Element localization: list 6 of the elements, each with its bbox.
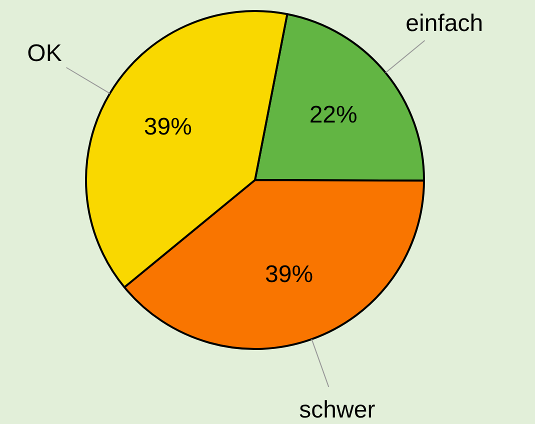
- data-label: 22%: [309, 101, 358, 128]
- slice-label: OK: [27, 40, 62, 68]
- data-label: 39%: [144, 114, 192, 141]
- slice-label: einfach: [406, 10, 484, 38]
- slice-label: schwer: [299, 396, 376, 424]
- data-label: 39%: [264, 261, 314, 288]
